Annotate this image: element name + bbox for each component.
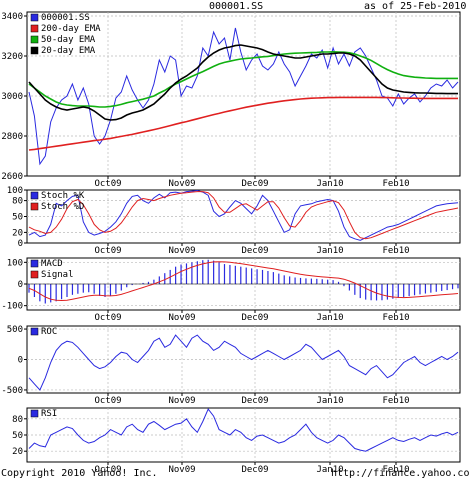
series-line-stoch_k — [28, 189, 459, 241]
legend-swatch — [30, 191, 39, 200]
legend-swatch — [30, 35, 39, 44]
y-tick-label: 3400 — [1, 12, 23, 22]
legend-swatch — [30, 327, 39, 336]
series-line-ema50 — [28, 50, 458, 108]
month-tick-label: Dec09 — [241, 179, 268, 189]
month-tick-label: Jan10 — [316, 396, 343, 406]
y-tick-label: 0 — [18, 280, 23, 290]
legend-label: ROC — [41, 327, 57, 337]
y-tick-label: 100 — [7, 258, 23, 268]
month-tick-label: Oct09 — [94, 313, 121, 323]
month-tick-label: Feb10 — [382, 179, 409, 189]
series-line-rsi — [28, 408, 459, 452]
month-tick-label: Nov09 — [168, 313, 195, 323]
y-tick-label: 2600 — [1, 172, 23, 182]
month-tick-label: Nov09 — [168, 246, 195, 256]
month-tick-label: Oct09 — [94, 396, 121, 406]
y-tick-label: -100 — [1, 302, 23, 312]
y-tick-label: 3000 — [1, 92, 23, 102]
legend-label: RSI — [41, 409, 57, 419]
y-tick-label: 0 — [18, 356, 23, 366]
legend-label: 20-day EMA — [41, 46, 96, 56]
month-tick-label: Jan10 — [316, 313, 343, 323]
y-tick-label: 80 — [12, 197, 23, 207]
month-tick-label: Dec09 — [241, 396, 268, 406]
month-tick-label: Jan10 — [316, 179, 343, 189]
panel-roc: Oct09 Nov09 Dec09 Jan10 Feb10 500 0 -500 ROC — [1, 325, 461, 406]
y-tick-label: 100 — [7, 186, 23, 196]
panel-macd: Oct09 Nov09 Dec09 Jan10 Feb10 100 0 -100 MACDSig… — [1, 257, 461, 323]
legend-label: MACD — [41, 259, 63, 269]
month-tick-label: Nov09 — [168, 465, 195, 475]
series-line-signal — [28, 261, 459, 302]
month-tick-label: Dec09 — [241, 246, 268, 256]
chart-title: 000001.SS — [209, 1, 264, 12]
legend-swatch — [30, 259, 39, 268]
month-tick-label: Dec09 — [241, 465, 268, 475]
legend-swatch — [30, 13, 39, 22]
yahoo-finance-link[interactable]: http://finance.yahoo.com/ — [331, 468, 470, 479]
month-tick-label: Feb10 — [382, 246, 409, 256]
y-tick-label: 500 — [7, 325, 23, 335]
y-tick-label: 2800 — [1, 132, 23, 142]
series-line-ema20 — [28, 44, 458, 121]
legend-swatch — [30, 46, 39, 55]
legend-swatch — [30, 409, 39, 418]
legend-label: 000001.SS — [41, 13, 90, 23]
panel-frame — [26, 11, 461, 177]
month-tick-label: Dec09 — [241, 313, 268, 323]
legend-swatch — [30, 202, 39, 211]
month-tick-label: Feb10 — [382, 396, 409, 406]
y-tick-label: 3200 — [1, 52, 23, 62]
series-line-stoch_d — [28, 191, 459, 240]
month-tick-label: Oct09 — [94, 246, 121, 256]
y-tick-label: 0 — [18, 239, 23, 249]
copyright-text: Copyright 2010 Yahoo! Inc. — [1, 468, 158, 479]
legend-label: Stoch %K — [41, 191, 85, 201]
panel-rsi: Oct09 Nov09 Dec09 Jan10 Feb10 80 50 20 RSI — [12, 407, 461, 475]
month-tick-label: Oct09 — [94, 179, 121, 189]
y-tick-label: -500 — [1, 386, 23, 396]
month-tick-label: Nov09 — [168, 179, 195, 189]
legend-label: Stoch %D — [41, 202, 84, 212]
legend-swatch — [30, 24, 39, 33]
y-tick-label: 20 — [12, 447, 23, 457]
as-of-date: as of 25-Feb-2010 — [364, 1, 467, 12]
legend-label: 50-day EMA — [41, 35, 96, 45]
month-tick-label: Feb10 — [382, 465, 409, 475]
month-tick-label: Feb10 — [382, 313, 409, 323]
legend-label: 200-day EMA — [41, 24, 101, 34]
month-tick-label: Jan10 — [316, 465, 343, 475]
month-tick-label: Oct09 — [94, 465, 121, 475]
month-tick-label: Nov09 — [168, 396, 195, 406]
y-tick-label: 50 — [12, 213, 23, 223]
legend-label: Signal — [41, 270, 74, 280]
y-tick-label: 50 — [12, 431, 23, 441]
y-tick-label: 20 — [12, 228, 23, 238]
y-tick-label: 80 — [12, 415, 23, 425]
month-tick-label: Jan10 — [316, 246, 343, 256]
panel-price: Oct09 Nov09 Dec09 Jan10 Feb10 3400 3200 3000 280… — [1, 11, 461, 189]
legend-swatch — [30, 270, 39, 279]
series-line-ema200 — [28, 96, 458, 151]
series-line-roc — [28, 334, 459, 391]
